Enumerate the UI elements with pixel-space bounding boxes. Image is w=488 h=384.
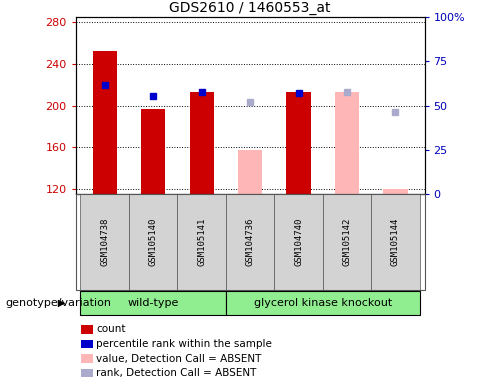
Bar (286, 92, 311, 194)
Text: GSM104738: GSM104738 (100, 218, 109, 266)
Bar (81, 291, 226, 316)
Text: value, Detection Call = ABSENT: value, Detection Call = ABSENT (96, 354, 262, 364)
Bar (323, 194, 371, 290)
Bar (93, 51, 117, 194)
Bar (274, 194, 323, 290)
Bar (129, 194, 178, 290)
Bar (178, 194, 226, 290)
Bar (189, 92, 214, 194)
Text: percentile rank within the sample: percentile rank within the sample (96, 339, 272, 349)
Bar (81, 194, 129, 290)
Bar (384, 189, 407, 194)
Text: GSM105142: GSM105142 (343, 218, 351, 266)
Text: count: count (96, 324, 125, 334)
Bar (238, 150, 262, 194)
Bar (226, 291, 420, 316)
Text: wild-type: wild-type (127, 298, 179, 308)
Bar (335, 92, 359, 194)
Text: GSM105141: GSM105141 (197, 218, 206, 266)
Bar (141, 109, 165, 194)
Text: glycerol kinase knockout: glycerol kinase knockout (254, 298, 392, 308)
Bar (226, 194, 274, 290)
Text: GSM105144: GSM105144 (391, 218, 400, 266)
Text: GSM104736: GSM104736 (245, 218, 255, 266)
Title: GDS2610 / 1460553_at: GDS2610 / 1460553_at (169, 1, 331, 15)
Text: rank, Detection Call = ABSENT: rank, Detection Call = ABSENT (96, 368, 257, 378)
Text: genotype/variation: genotype/variation (5, 298, 111, 308)
Text: GSM104740: GSM104740 (294, 218, 303, 266)
Text: GSM105140: GSM105140 (149, 218, 158, 266)
Bar (371, 194, 420, 290)
